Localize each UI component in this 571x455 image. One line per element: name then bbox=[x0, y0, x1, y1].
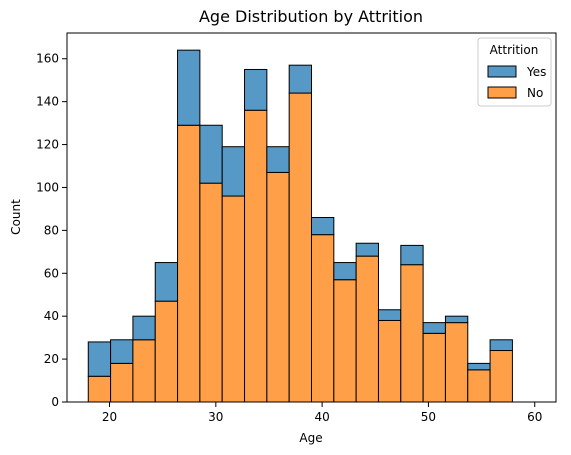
bar-yes bbox=[221, 146, 246, 197]
y-tick-label: 0 bbox=[51, 395, 59, 409]
y-axis-ticks: 0 20 40 60 80 100 120 140 160 bbox=[36, 52, 67, 409]
y-tick-label: 160 bbox=[36, 52, 59, 66]
bar-no bbox=[489, 350, 513, 403]
bar-yes bbox=[467, 362, 491, 371]
legend-swatch-yes bbox=[487, 65, 517, 78]
bar-no bbox=[422, 332, 446, 403]
bar-yes bbox=[244, 68, 268, 111]
bar-no bbox=[199, 182, 223, 403]
bar-no bbox=[177, 124, 201, 403]
bar-yes bbox=[177, 49, 201, 126]
bar-yes bbox=[87, 341, 112, 377]
bar-no bbox=[221, 195, 246, 403]
y-axis-label: Count bbox=[9, 199, 23, 235]
bar-no bbox=[355, 255, 379, 403]
bar-no bbox=[132, 339, 156, 403]
bar-no bbox=[467, 369, 491, 403]
y-tick-label: 40 bbox=[44, 309, 59, 323]
x-tick-label: 50 bbox=[421, 410, 436, 424]
bar-yes bbox=[288, 64, 312, 94]
bar-yes bbox=[199, 124, 223, 184]
bar-yes bbox=[422, 322, 446, 334]
bar-yes bbox=[400, 244, 424, 266]
legend-label-no: No bbox=[527, 86, 543, 100]
legend-label-yes: Yes bbox=[526, 65, 546, 79]
bar-no bbox=[288, 92, 312, 403]
bar-no bbox=[333, 279, 357, 403]
x-tick-label: 30 bbox=[208, 410, 223, 424]
bar-no bbox=[311, 234, 335, 403]
bar-no bbox=[444, 322, 469, 403]
x-axis-ticks: 20 30 40 50 60 bbox=[102, 402, 542, 424]
bar-yes bbox=[311, 217, 335, 236]
x-tick-label: 40 bbox=[314, 410, 329, 424]
bar-yes bbox=[333, 262, 357, 281]
bar-yes bbox=[266, 146, 290, 173]
y-tick-label: 120 bbox=[36, 138, 59, 152]
y-tick-label: 140 bbox=[36, 95, 59, 109]
y-tick-label: 100 bbox=[36, 180, 59, 194]
bar-no bbox=[244, 109, 268, 403]
bar-no bbox=[377, 319, 402, 403]
legend-swatch-no bbox=[487, 86, 517, 99]
bar-no bbox=[400, 264, 424, 403]
y-tick-label: 80 bbox=[44, 223, 59, 237]
bar-no bbox=[154, 300, 179, 403]
y-tick-label: 20 bbox=[44, 352, 59, 366]
bar-yes bbox=[154, 262, 179, 302]
plot-frame bbox=[66, 32, 557, 403]
bar-no bbox=[110, 362, 134, 403]
bar-yes bbox=[444, 315, 469, 324]
bar-no bbox=[266, 171, 290, 403]
bar-yes bbox=[489, 339, 513, 352]
legend-title: Attrition bbox=[490, 43, 539, 57]
x-tick-label: 20 bbox=[102, 410, 117, 424]
bar-yes bbox=[132, 315, 156, 341]
bar-yes bbox=[377, 309, 402, 321]
bar-yes bbox=[355, 242, 379, 257]
y-tick-label: 60 bbox=[44, 266, 59, 280]
x-tick-label: 60 bbox=[527, 410, 542, 424]
bars-group bbox=[87, 49, 513, 403]
x-axis-label: Age bbox=[299, 431, 322, 445]
bar-yes bbox=[110, 339, 134, 364]
legend: Attrition Yes No bbox=[477, 37, 552, 107]
bar-no bbox=[87, 375, 112, 403]
chart-title: Age Distribution by Attrition bbox=[199, 7, 423, 26]
